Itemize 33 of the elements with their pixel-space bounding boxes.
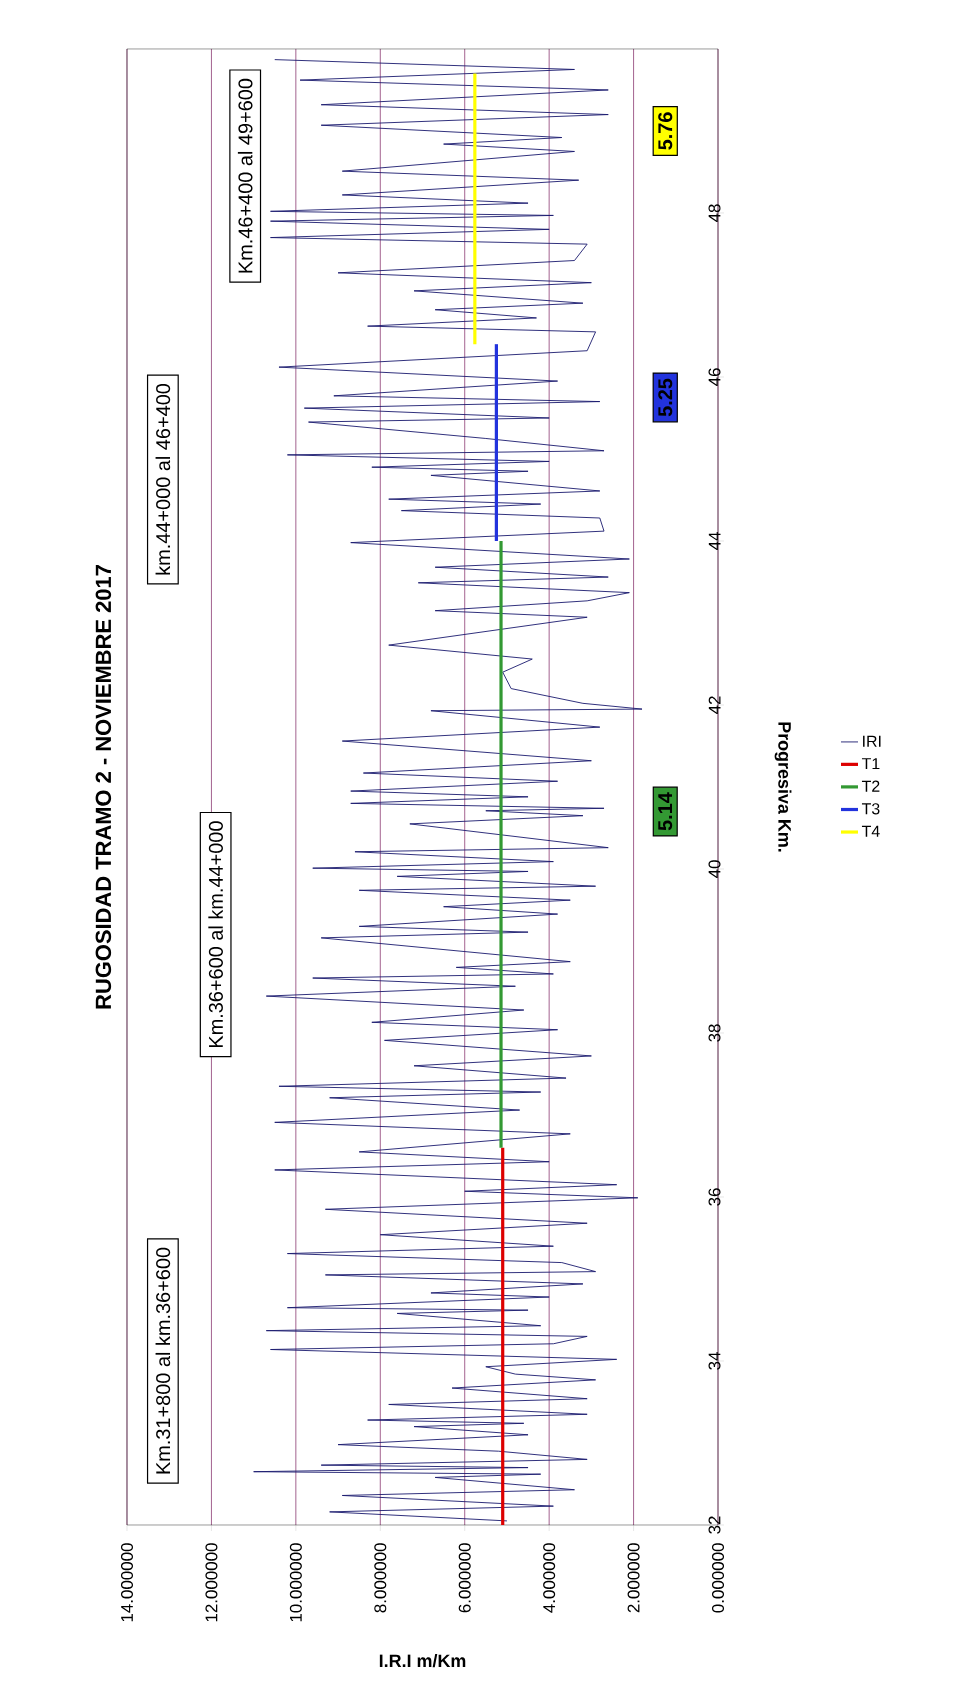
y-tick-label: 34 xyxy=(708,1352,721,1370)
y-tick-label: 46 xyxy=(708,368,721,386)
legend-label: IRI xyxy=(863,735,881,747)
y-tick-label: 48 xyxy=(708,204,721,222)
annotation: 5.76 xyxy=(658,112,673,150)
x-tick-label: 6.000000 xyxy=(458,1543,471,1613)
x-tick-label: 10.000000 xyxy=(289,1543,302,1622)
y-tick-label: 38 xyxy=(708,1024,721,1042)
line-series xyxy=(253,59,643,1522)
x-tick-label: 12.000000 xyxy=(205,1543,218,1622)
x-tick-label: 8.000000 xyxy=(374,1543,387,1613)
y-tick-label: 32 xyxy=(708,1516,721,1534)
annotation: 5.14 xyxy=(658,792,673,831)
x-axis-title: I.R.I m/Km xyxy=(379,1653,466,1668)
x-tick-label: 0.000000 xyxy=(712,1543,725,1613)
x-tick-label: 14.000000 xyxy=(121,1543,133,1622)
y-axis-title: Progresiva Km. xyxy=(774,722,792,852)
annotation: km.44+000 al 46+400 xyxy=(155,383,171,575)
y-tick-label: 36 xyxy=(708,1188,721,1206)
legend-label: T1 xyxy=(861,758,880,770)
y-tick-label: 42 xyxy=(708,696,721,715)
legend-label: T3 xyxy=(861,803,880,815)
legend-label: T4 xyxy=(861,825,880,837)
y-tick-label: 40 xyxy=(708,860,721,879)
annotation: 5.25 xyxy=(658,378,673,417)
x-tick-label: 2.000000 xyxy=(627,1543,640,1613)
annotation: Km.31+800 al km.36+600 xyxy=(155,1247,171,1474)
annotation: Km.36+600 al km.44+000 xyxy=(208,821,223,1048)
annotation: Km.46+400 al 49+600 xyxy=(237,78,253,273)
text: RUGOSIDAD TRAMO 2 - NOVIEMBRE 2017 xyxy=(95,565,112,1009)
x-tick-label: 4.000000 xyxy=(543,1543,556,1613)
y-tick-label: 44 xyxy=(708,532,721,550)
legend-label: T2 xyxy=(861,780,880,792)
